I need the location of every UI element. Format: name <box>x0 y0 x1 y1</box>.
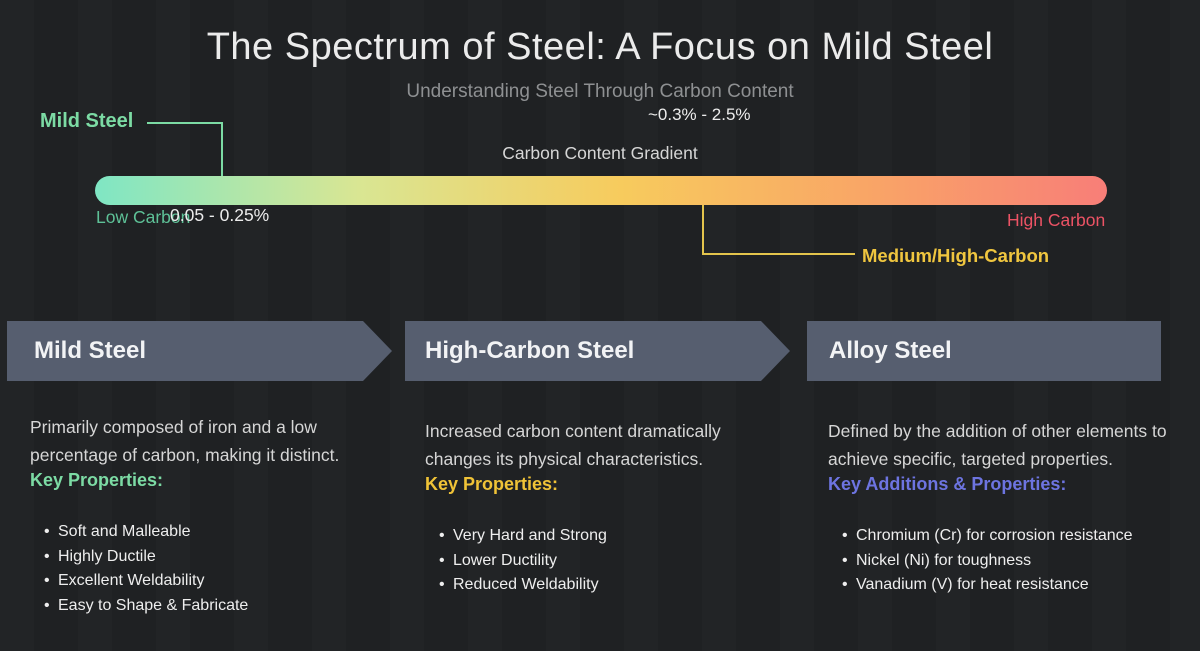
medium-high-carbon-connector-line <box>702 205 704 255</box>
alloy-steel-description: Defined by the addition of other element… <box>828 421 1167 469</box>
mild-steel-bullet-list: Soft and Malleable Highly Ductile Excell… <box>30 520 382 618</box>
column-high-carbon-steel: Increased carbon content dramatically ch… <box>425 417 777 598</box>
high-carbon-key-properties-label: Key Properties: <box>425 474 559 494</box>
banner-mild-steel: Mild Steel <box>7 321 392 381</box>
list-item: Reduced Weldability <box>425 573 777 598</box>
high-carbon-bullet-list: Very Hard and Strong Lower Ductility Red… <box>425 524 777 598</box>
low-carbon-label: Low Carbon <box>96 207 191 227</box>
high-carbon-label: High Carbon <box>1007 210 1106 230</box>
medium-high-carbon-connector-line <box>702 253 855 255</box>
high-carbon-range-value: ~0.3% - 2.5% <box>648 105 751 124</box>
banner-alloy-steel: Alloy Steel <box>807 321 1161 381</box>
alloy-steel-bullet-list: Chromium (Cr) for corrosion resistance N… <box>828 524 1200 598</box>
mild-steel-description: Primarily composed of iron and a low per… <box>30 417 340 465</box>
page-subtitle: Understanding Steel Through Carbon Conte… <box>406 81 794 102</box>
banner-high-carbon-steel: High-Carbon Steel <box>405 321 790 381</box>
page-title: The Spectrum of Steel: A Focus on Mild S… <box>206 26 994 68</box>
banner-alloy-steel-label: Alloy Steel <box>829 337 952 364</box>
column-alloy-steel: Defined by the addition of other element… <box>828 417 1200 598</box>
mild-steel-connector-line <box>221 122 223 178</box>
list-item: Soft and Malleable <box>30 520 382 545</box>
list-item: Nickel (Ni) for toughness <box>828 549 1200 574</box>
list-item: Easy to Shape & Fabricate <box>30 594 382 619</box>
low-carbon-range-value: 0.05 - 0.25% <box>170 205 270 225</box>
high-carbon-steel-description: Increased carbon content dramatically ch… <box>425 421 721 469</box>
list-item: Excellent Weldability <box>30 569 382 594</box>
list-item: Lower Ductility <box>425 549 777 574</box>
alloy-steel-key-additions-label: Key Additions & Properties: <box>828 474 1067 494</box>
mild-steel-key-properties-label: Key Properties: <box>30 470 164 490</box>
banner-mild-steel-label: Mild Steel <box>34 337 147 364</box>
gradient-heading: Carbon Content Gradient <box>502 143 698 163</box>
list-item: Chromium (Cr) for corrosion resistance <box>828 524 1200 549</box>
mild-steel-connector-line <box>147 122 223 124</box>
banner-high-carbon-steel-label: High-Carbon Steel <box>425 337 635 364</box>
list-item: Highly Ductile <box>30 545 382 570</box>
medium-high-carbon-callout-label: Medium/High-Carbon <box>862 245 1050 266</box>
list-item: Very Hard and Strong <box>425 524 777 549</box>
mild-steel-callout-label: Mild Steel <box>40 110 134 132</box>
column-mild-steel: Primarily composed of iron and a low per… <box>30 413 382 618</box>
list-item: Vanadium (V) for heat resistance <box>828 573 1200 598</box>
carbon-content-gradient-bar <box>95 176 1107 205</box>
